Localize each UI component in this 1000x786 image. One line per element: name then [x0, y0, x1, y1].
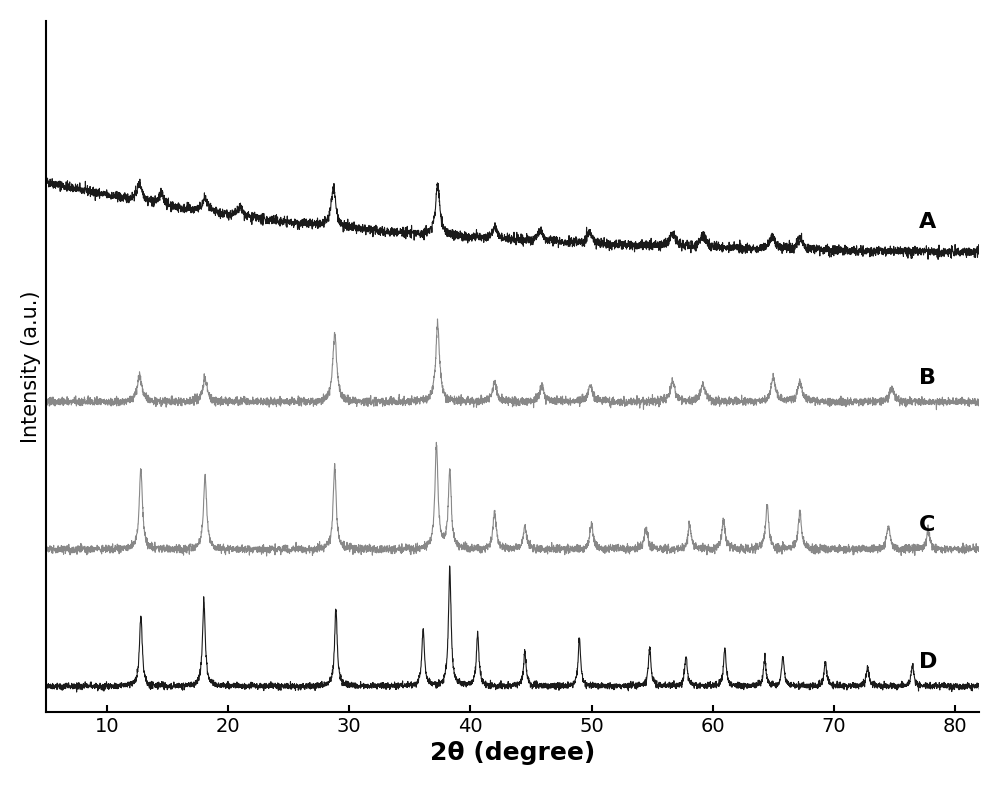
Text: A: A: [919, 212, 936, 232]
Text: C: C: [919, 516, 935, 535]
Text: D: D: [919, 652, 937, 672]
Text: B: B: [919, 368, 936, 387]
X-axis label: 2θ (degree): 2θ (degree): [430, 741, 595, 765]
Y-axis label: Intensity (a.u.): Intensity (a.u.): [21, 290, 41, 443]
